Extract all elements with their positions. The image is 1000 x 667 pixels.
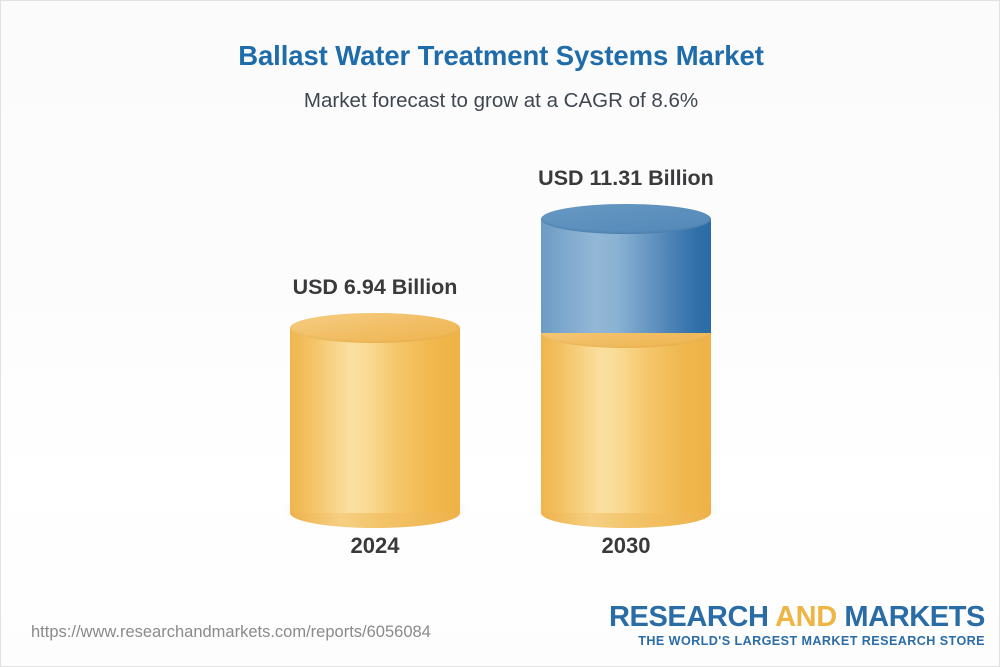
- bar-segment-2030-base: [541, 318, 711, 528]
- brand-logo-wordmark: RESEARCH AND MARKETS: [609, 602, 985, 632]
- bar-top-ellipse-2024: [290, 313, 460, 343]
- bar-value-label-2024: USD 6.94 Billion: [292, 275, 458, 299]
- brand-word-and: AND: [775, 601, 837, 633]
- bar-top-ellipse-2030-growth: [541, 204, 711, 234]
- bar-segment-2030-growth: [541, 204, 711, 333]
- chart-subtitle: Market forecast to grow at a CAGR of 8.6…: [303, 89, 699, 112]
- bar-body-2030-growth: [541, 219, 711, 333]
- bar-body-2030-base: [541, 333, 711, 513]
- bar-body-2024: [290, 328, 460, 513]
- report-url[interactable]: https://www.researchandmarkets.com/repor…: [31, 623, 431, 641]
- bar-2030: [535, 204, 717, 528]
- chart-plot-area: USD 6.94 Billion 2024 USD 11.31 Billion: [1, 1, 999, 601]
- category-label-2030: 2030: [601, 533, 651, 558]
- bar-value-label-2030: USD 11.31 Billion: [538, 166, 714, 190]
- brand-tagline: THE WORLD'S LARGEST MARKET RESEARCH STOR…: [638, 634, 985, 649]
- brand-word-markets: MARKETS: [836, 601, 985, 633]
- brand-logo[interactable]: RESEARCH AND MARKETS THE WORLD'S LARGEST…: [609, 602, 985, 649]
- brand-word-research: RESEARCH: [608, 601, 776, 633]
- page-title: Ballast Water Treatment Systems Market: [238, 40, 764, 71]
- bar-2024: [284, 313, 466, 528]
- bar-segment-2024-base: [290, 313, 460, 528]
- category-label-2024: 2024: [350, 533, 400, 558]
